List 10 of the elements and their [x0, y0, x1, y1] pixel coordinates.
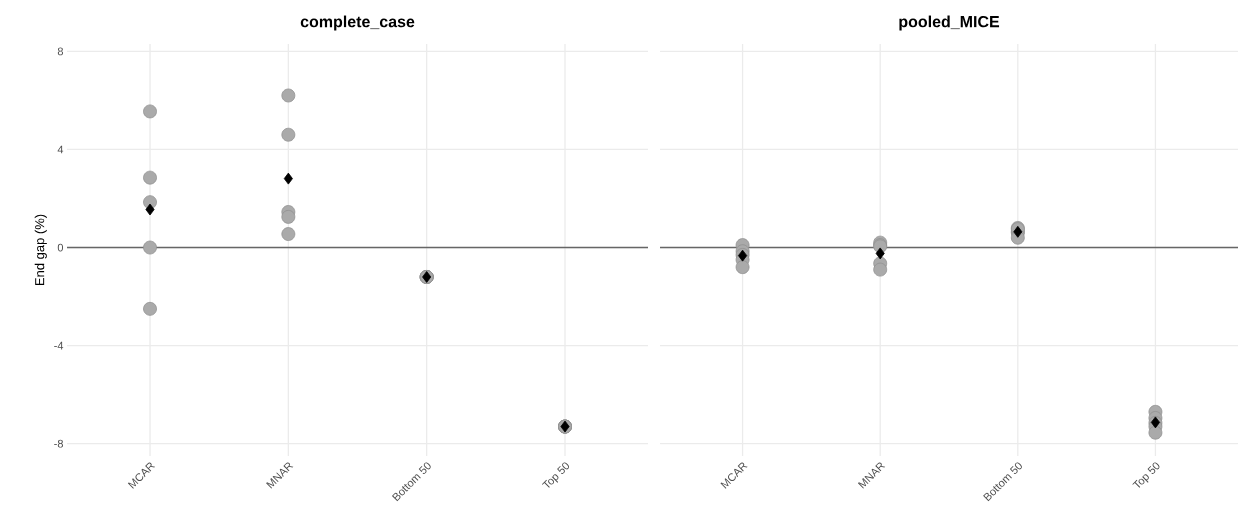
y-tick-label: 4: [57, 145, 64, 154]
chart-title: pooled_MICE: [899, 15, 1000, 31]
y-tick-label: 8: [57, 47, 63, 56]
y-axis-title: End gap (%): [34, 214, 47, 286]
x-tick-label: Top 50: [1132, 462, 1160, 488]
y-tick-label: 0: [57, 243, 64, 252]
y-tick-label: -4: [54, 341, 64, 350]
chart-title: complete_case: [300, 15, 415, 31]
x-tick-label: Top 50: [541, 462, 570, 488]
y-tick-label: -8: [54, 439, 63, 448]
